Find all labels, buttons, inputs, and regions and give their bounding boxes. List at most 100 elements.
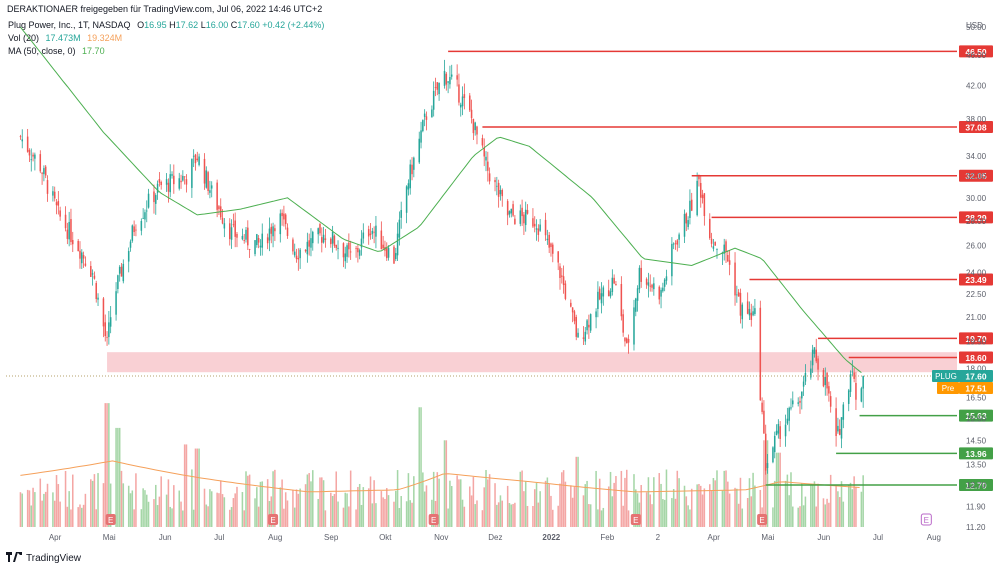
time-axis[interactable]: Apr Mai Jun Jul Aug Sep Okt Nov Dez 2022 Feb 2 Apr Ma… [49,533,941,542]
candle-body [34,154,36,159]
volume-bar [216,492,218,527]
candle-body [236,233,238,238]
price-axis[interactable]: 11.20 11.90 12.70 13.50 14.50 15.50 16.50 18.00… [932,21,993,532]
volume-bar [741,508,744,527]
candle-body [333,235,336,246]
candle-body [804,372,807,382]
time-tick-label: Apr [708,533,721,542]
volume-bar [607,486,610,527]
candle-body [321,237,323,243]
tradingview-logo[interactable]: TradingView [6,552,81,565]
volume-bar [198,448,200,527]
volume-legend[interactable]: Vol (20) 17.473M 19.324M [8,33,122,43]
volume-bar [335,471,338,527]
candle-body [367,229,370,237]
volume-bar [413,476,415,527]
candle-body [192,155,195,157]
candle-body [256,234,258,246]
volume-bar [772,507,774,527]
candle-body [308,240,310,247]
candle-body [77,240,79,252]
candle-body [317,228,319,235]
volume-bar [463,506,466,527]
candle-body [127,251,130,262]
candle-body [773,435,776,453]
candle-body [104,322,107,337]
time-tick-label: 2 [656,533,661,542]
candle-body [319,224,321,234]
candle-body [561,275,563,277]
volume-bar [241,492,244,527]
candle-body [95,283,97,300]
volume-bar [788,495,790,527]
volume-bar [557,505,559,527]
candle-body [203,158,206,184]
volume-bar [499,495,502,527]
candle-body [243,240,245,241]
volume-bar [223,497,226,527]
candle-body [802,381,805,387]
volume-bar [810,484,812,527]
volume-bar [710,490,713,527]
candle-body [716,249,718,250]
candle-body [497,182,500,197]
volume-bar [476,500,478,527]
volume-bar [32,487,34,527]
candle-body [432,90,435,110]
candle-body [373,231,375,233]
candle-body [396,233,399,256]
volume-bar [165,494,168,527]
candle-body [752,311,754,316]
volume-bar [727,481,729,527]
volume-bar [790,472,792,527]
candle-body [122,263,125,282]
candle-body [822,370,825,387]
candle-body [696,180,698,216]
candle-body [573,311,576,322]
candle-body [91,273,94,275]
candle-body [68,221,70,240]
symbol-legend[interactable]: Plug Power, Inc., 1T, NASDAQ O16.95 H17.… [8,20,324,30]
volume-bar [855,486,857,527]
candle-body [754,308,756,314]
volume-bar [283,508,285,527]
volume-bar [407,473,410,527]
volume-bar [120,470,123,527]
candle-body [562,276,565,286]
volume-bar [26,489,29,527]
volume-bar [763,440,765,527]
ma-legend[interactable]: MA (50, close, 0) 17.70 [8,46,105,56]
premarket-badge [937,381,959,394]
candle-body [676,240,679,245]
candle-body [223,223,226,229]
volume-bar [804,496,807,527]
volume-bar [671,498,673,527]
candle-body [400,210,402,218]
candle-body [438,82,440,95]
volume-bar [321,477,323,527]
volume-bar [84,493,87,527]
volume-bar [792,506,794,527]
candle-body [160,181,162,185]
candle-body [357,248,359,253]
candle-body [459,104,462,108]
candle-body [53,191,56,199]
resistance-level-badge [959,273,993,286]
volume-bar [331,495,334,527]
volume-bar [696,484,698,527]
volume-bar [44,491,47,527]
candle-body [815,349,818,362]
candle-body [331,231,334,244]
volume-bar [108,403,110,527]
volume-bar [663,499,666,527]
support-zone-rect [107,352,957,373]
candle-body [739,292,742,316]
volume-bar [230,507,233,527]
earnings-marker-label: E [431,516,436,525]
volume-bar [308,473,310,527]
volume-bar [409,500,411,527]
volume-bar [59,501,61,527]
candle-body [615,284,617,286]
candle-body [443,70,446,86]
